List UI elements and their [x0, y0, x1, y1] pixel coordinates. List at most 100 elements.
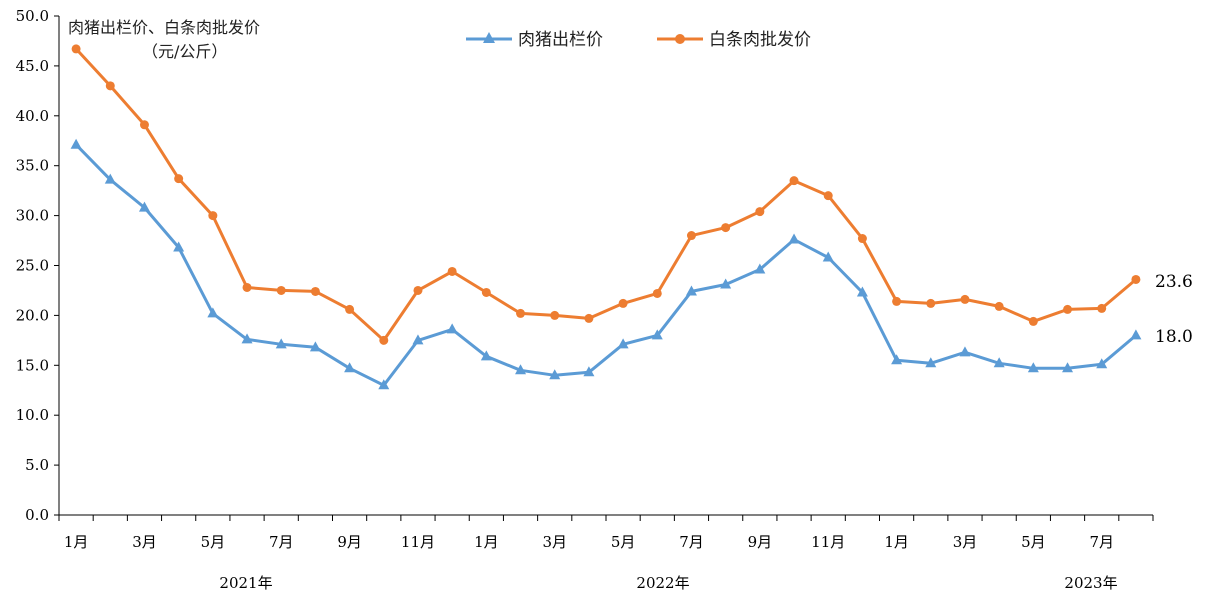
data-point-triangle	[754, 263, 766, 274]
y-tick-label: 45.0	[16, 57, 49, 75]
legend-triangle-marker	[483, 32, 495, 43]
x-tick-label: 11月	[811, 533, 845, 551]
data-point-triangle	[207, 307, 219, 318]
year-label-2023: 2023年	[1064, 574, 1117, 592]
x-tick-label: 1月	[884, 533, 909, 551]
data-point-triangle	[617, 338, 629, 349]
y-tick-label: 25.0	[16, 257, 49, 275]
data-point-triangle	[925, 357, 937, 368]
data-point-triangle	[344, 362, 356, 373]
y-tick-label: 10.0	[16, 406, 49, 424]
data-point-circle	[755, 207, 765, 217]
y-tick-label: 0.0	[25, 506, 49, 524]
data-point-circle	[823, 191, 833, 201]
unit-note-line2: （元/公斤）	[142, 42, 227, 61]
data-point-circle	[789, 176, 799, 186]
data-point-circle	[618, 298, 628, 308]
data-point-circle	[1131, 274, 1141, 284]
data-point-triangle	[70, 138, 82, 149]
data-point-triangle	[138, 201, 150, 212]
data-point-circle	[652, 288, 662, 298]
data-point-circle	[1028, 316, 1038, 326]
data-point-triangle	[275, 338, 287, 349]
data-point-circle	[105, 81, 115, 91]
data-point-circle	[447, 266, 457, 276]
x-tick-label: 3月	[953, 533, 978, 551]
data-point-circle	[481, 287, 491, 297]
data-point-circle	[139, 120, 149, 130]
data-point-circle	[413, 285, 423, 295]
data-point-circle	[276, 285, 286, 295]
x-tick-label: 11月	[401, 533, 435, 551]
data-point-triangle	[788, 233, 800, 244]
x-tick-label: 1月	[474, 533, 499, 551]
end-label-pig: 18.0	[1155, 327, 1193, 347]
year-label-2022: 2022年	[636, 574, 689, 592]
data-point-circle	[1097, 303, 1107, 313]
legend: 肉猪出栏价 白条肉批发价	[466, 30, 811, 50]
y-tick-label: 35.0	[16, 157, 49, 175]
series-line-pig-price	[75, 143, 1137, 387]
end-label-pork: 23.6	[1155, 272, 1193, 292]
x-tick-label: 1月	[64, 533, 89, 551]
data-point-circle	[926, 298, 936, 308]
x-axis-ticks: 1月 3月 5月 7月 9月 11月 1月 3月 5月 7月 9月 11月 1月 3月 5月 7月	[58, 515, 1154, 551]
unit-note-line1: 肉猪出栏价、白条肉批发价	[68, 18, 260, 37]
data-point-circle	[71, 44, 81, 54]
data-point-triangle	[822, 251, 834, 262]
data-point-triangle	[412, 334, 424, 345]
data-point-triangle	[993, 357, 1005, 368]
data-point-circle	[379, 335, 389, 345]
y-tick-label: 30.0	[16, 207, 49, 225]
axes	[58, 16, 1153, 516]
series-lines	[74, 47, 1137, 387]
x-tick-label: 7月	[1089, 533, 1114, 551]
data-point-circle	[310, 286, 320, 296]
data-point-triangle	[515, 364, 527, 375]
legend-label-pig: 肉猪出栏价	[518, 30, 603, 50]
data-point-triangle	[1027, 362, 1039, 373]
data-point-triangle	[309, 341, 321, 352]
data-point-circle	[242, 282, 252, 292]
data-point-circle	[1063, 304, 1073, 314]
y-tick-label: 20.0	[16, 306, 49, 324]
data-point-triangle	[1096, 358, 1108, 369]
data-point-circle	[550, 310, 560, 320]
x-tick-label: 5月	[611, 533, 636, 551]
y-tick-label: 50.0	[16, 7, 49, 25]
data-point-triangle	[1130, 329, 1142, 340]
x-tick-label: 7月	[679, 533, 704, 551]
data-point-triangle	[891, 354, 903, 365]
year-label-2021: 2021年	[219, 574, 272, 592]
data-point-triangle	[685, 285, 697, 296]
data-point-circle	[584, 313, 594, 323]
data-point-circle	[721, 223, 731, 233]
y-tick-label: 15.0	[16, 356, 49, 374]
x-tick-label: 9月	[337, 533, 362, 551]
series-markers	[70, 44, 1142, 390]
y-tick-label: 5.0	[25, 456, 49, 474]
data-point-circle	[686, 231, 696, 241]
x-tick-label: 3月	[132, 533, 157, 551]
x-tick-label: 3月	[542, 533, 567, 551]
x-tick-label: 9月	[748, 533, 773, 551]
data-point-triangle	[173, 241, 185, 252]
legend-circle-marker	[675, 34, 685, 44]
data-point-triangle	[480, 350, 492, 361]
x-tick-label: 7月	[269, 533, 294, 551]
data-point-circle	[960, 294, 970, 304]
data-point-triangle	[856, 286, 868, 297]
data-point-triangle	[104, 173, 116, 184]
data-point-circle	[892, 296, 902, 306]
data-point-triangle	[446, 323, 458, 334]
data-point-triangle	[651, 329, 663, 340]
y-axis-ticks: 0.0 5.0 10.0 15.0 20.0 25.0 30.0 35.0 40.0 45.0 50…	[16, 7, 59, 524]
legend-label-pork: 白条肉批发价	[709, 30, 811, 50]
data-point-circle	[208, 211, 218, 221]
data-point-triangle	[583, 366, 595, 377]
data-point-circle	[345, 304, 355, 314]
data-point-triangle	[241, 333, 253, 344]
x-tick-label: 5月	[201, 533, 226, 551]
x-tick-label: 5月	[1021, 533, 1046, 551]
